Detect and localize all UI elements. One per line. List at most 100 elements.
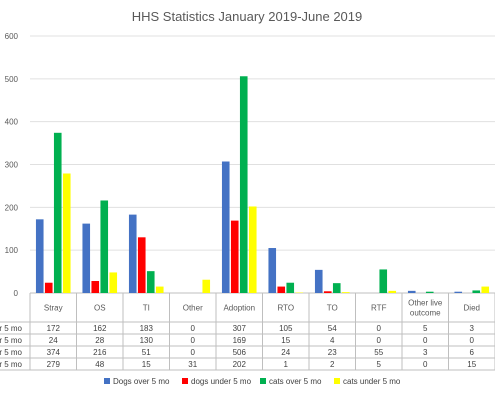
category-label: RTF bbox=[371, 304, 387, 313]
bar bbox=[82, 223, 91, 293]
table-cell: 183 bbox=[140, 324, 154, 333]
table-cell: 0 bbox=[191, 324, 196, 333]
category-label: Other live outcome bbox=[408, 299, 443, 318]
table-cell: 169 bbox=[233, 336, 247, 345]
table-cell: 105 bbox=[279, 324, 293, 333]
bar bbox=[202, 279, 211, 293]
y-tick-label: 0 bbox=[14, 289, 19, 298]
table-cell: 24 bbox=[49, 336, 58, 345]
category-label: TI bbox=[143, 304, 150, 313]
table-row-label: Dogs over 5 mo bbox=[0, 324, 23, 333]
bar bbox=[332, 283, 341, 293]
table-row-label: cats under 5 mo bbox=[0, 360, 23, 369]
bar bbox=[221, 161, 230, 293]
legend-label: cats under 5 mo bbox=[343, 377, 401, 386]
y-axis: 0 100 200 300 400 500 600 bbox=[5, 32, 19, 298]
bar bbox=[388, 290, 397, 293]
y-tick-label: 100 bbox=[5, 246, 19, 255]
table-cell: 5 bbox=[423, 324, 428, 333]
legend-label: dogs under 5 mo bbox=[191, 377, 252, 386]
table-cell: 31 bbox=[188, 360, 197, 369]
table-cell: 216 bbox=[93, 348, 107, 357]
table-row-label: cats over 5 mo bbox=[0, 348, 23, 357]
table-cell: 172 bbox=[47, 324, 61, 333]
table-cell: 55 bbox=[374, 348, 383, 357]
chart-title: HHS Statistics January 2019-June 2019 bbox=[132, 9, 363, 24]
table-cell: 0 bbox=[191, 348, 196, 357]
bar bbox=[53, 132, 62, 293]
bar bbox=[239, 76, 248, 293]
table-cell: 374 bbox=[47, 348, 61, 357]
table-cell: 1 bbox=[284, 360, 289, 369]
legend: Dogs over 5 mo dogs under 5 mo cats over 5… bbox=[104, 377, 401, 386]
legend-swatch bbox=[260, 378, 266, 384]
bar bbox=[62, 173, 71, 293]
bar bbox=[155, 286, 164, 293]
legend-swatch bbox=[334, 378, 340, 384]
table-cell: 3 bbox=[470, 324, 475, 333]
table-cell: 15 bbox=[467, 360, 476, 369]
table-cell: 28 bbox=[95, 336, 104, 345]
bar bbox=[268, 248, 277, 293]
table-cell: 15 bbox=[142, 360, 151, 369]
bar bbox=[137, 237, 146, 293]
table-cell: 48 bbox=[95, 360, 104, 369]
bar bbox=[472, 290, 481, 293]
bar bbox=[230, 220, 239, 293]
bar bbox=[277, 286, 286, 293]
category-label: Died bbox=[464, 304, 480, 313]
bar bbox=[481, 286, 490, 293]
legend-swatch bbox=[182, 378, 188, 384]
table-cell: 54 bbox=[328, 324, 337, 333]
table-cell: 0 bbox=[377, 324, 382, 333]
bar bbox=[407, 290, 416, 293]
bar bbox=[286, 282, 295, 293]
table-cell: 3 bbox=[423, 348, 428, 357]
table-cell: 2 bbox=[330, 360, 335, 369]
bar bbox=[44, 282, 53, 293]
category-label: Adoption bbox=[223, 304, 255, 313]
y-tick-label: 300 bbox=[5, 161, 19, 170]
category-label: TO bbox=[327, 304, 338, 313]
table-cell: 307 bbox=[233, 324, 247, 333]
bar bbox=[146, 271, 155, 293]
table-cell: 0 bbox=[470, 336, 475, 345]
bar bbox=[128, 214, 137, 293]
bar bbox=[425, 291, 434, 293]
bar bbox=[248, 206, 257, 293]
bar bbox=[91, 281, 100, 293]
legend-label: cats over 5 mo bbox=[269, 377, 322, 386]
table-cell: 0 bbox=[191, 336, 196, 345]
table-cell: 130 bbox=[140, 336, 154, 345]
bar bbox=[100, 200, 109, 293]
category-label: Other bbox=[183, 304, 203, 313]
data-table: Stray OS TI Other Adoption RTO TO RTF Other live… bbox=[0, 293, 495, 371]
table-cell: 23 bbox=[328, 348, 337, 357]
table-cell: 0 bbox=[423, 360, 428, 369]
legend-swatch bbox=[104, 378, 110, 384]
category-label: RTO bbox=[277, 304, 294, 313]
bars bbox=[35, 76, 490, 293]
bar bbox=[35, 219, 44, 293]
y-tick-label: 500 bbox=[5, 75, 19, 84]
table-row-label: dogs under 5 mo bbox=[0, 336, 23, 345]
table-cell: 279 bbox=[47, 360, 61, 369]
bar bbox=[109, 272, 118, 293]
table-cell: 24 bbox=[281, 348, 290, 357]
table-cell: 4 bbox=[330, 336, 335, 345]
table-cell: 162 bbox=[93, 324, 107, 333]
gridlines bbox=[30, 35, 495, 294]
category-label: Stray bbox=[44, 304, 63, 313]
table-cell: 51 bbox=[142, 348, 151, 357]
bar bbox=[454, 291, 463, 293]
y-tick-label: 200 bbox=[5, 203, 19, 212]
legend-label: Dogs over 5 mo bbox=[113, 377, 170, 386]
table-cell: 506 bbox=[233, 348, 247, 357]
bar bbox=[323, 291, 332, 293]
category-label: OS bbox=[94, 304, 106, 313]
table-cell: 0 bbox=[423, 336, 428, 345]
table-cell: 6 bbox=[470, 348, 475, 357]
table-cell: 0 bbox=[377, 336, 382, 345]
bar bbox=[341, 292, 350, 293]
